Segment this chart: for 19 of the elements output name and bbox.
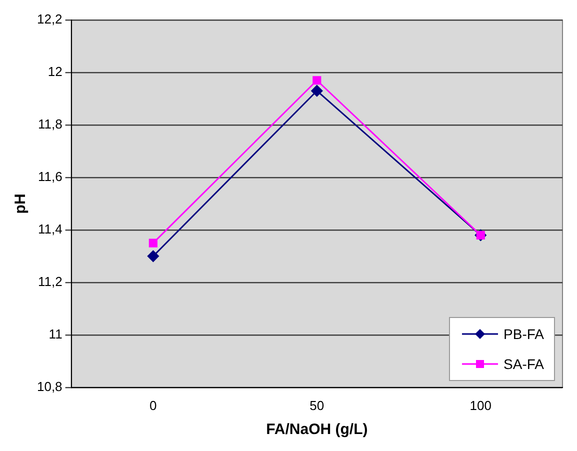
point [147,250,159,262]
y-tick-label: 11,2 [38,274,62,290]
point [148,238,158,248]
y-tick-label: 11,4 [38,222,62,237]
y-tick-label: 12 [48,64,62,80]
y-tick-label: 12,2 [36,12,62,27]
y-tick-label: 11,6 [38,169,62,184]
point [311,85,323,97]
y-tick-label: 11,8 [38,116,62,132]
x-tick-label: 0 [150,398,157,413]
x-tick-label: 50 [310,398,324,413]
legend-label: SA-FA [504,356,544,372]
x-axis-title: FA/NaOH (g/L) [266,421,368,438]
y-tick-label: 10,8 [36,378,62,394]
y-tick-label: 11 [48,326,62,342]
point [312,76,322,85]
x-tick-label: 100 [470,398,492,413]
legend-label: PB-FA [504,326,544,342]
y-axis-title: pH [12,194,30,214]
